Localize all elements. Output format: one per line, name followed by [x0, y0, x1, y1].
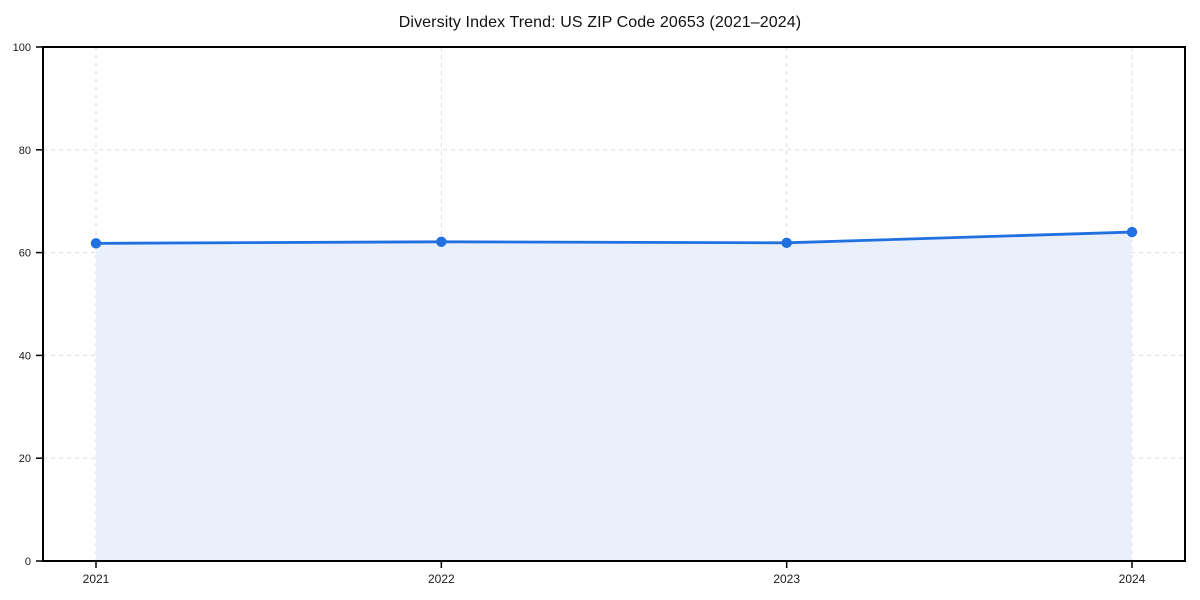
- data-point-2023: [781, 237, 792, 249]
- x-tick-label-2024: 2024: [1119, 572, 1146, 586]
- y-tick-label-40: 40: [19, 350, 31, 362]
- x-tick-label-2022: 2022: [428, 572, 455, 586]
- data-point-2021: [90, 238, 102, 249]
- y-tick-label-100: 100: [13, 42, 31, 54]
- trend-line: [94, 230, 1134, 245]
- x-tick-label-2023: 2023: [773, 572, 800, 586]
- data-point-2024: [1126, 226, 1138, 238]
- data-point-2022: [436, 236, 447, 248]
- x-tick-label-2021: 2021: [83, 572, 110, 586]
- y-tick-label-60: 60: [19, 248, 31, 260]
- y-tick-label-0: 0: [25, 556, 31, 568]
- y-tick-label-80: 80: [19, 145, 31, 157]
- area-fill: [96, 232, 1132, 562]
- y-tick-label-20: 20: [19, 453, 31, 465]
- chart-title: Diversity Index Trend: US ZIP Code 20653…: [398, 14, 802, 31]
- plot-border: [42, 46, 1186, 562]
